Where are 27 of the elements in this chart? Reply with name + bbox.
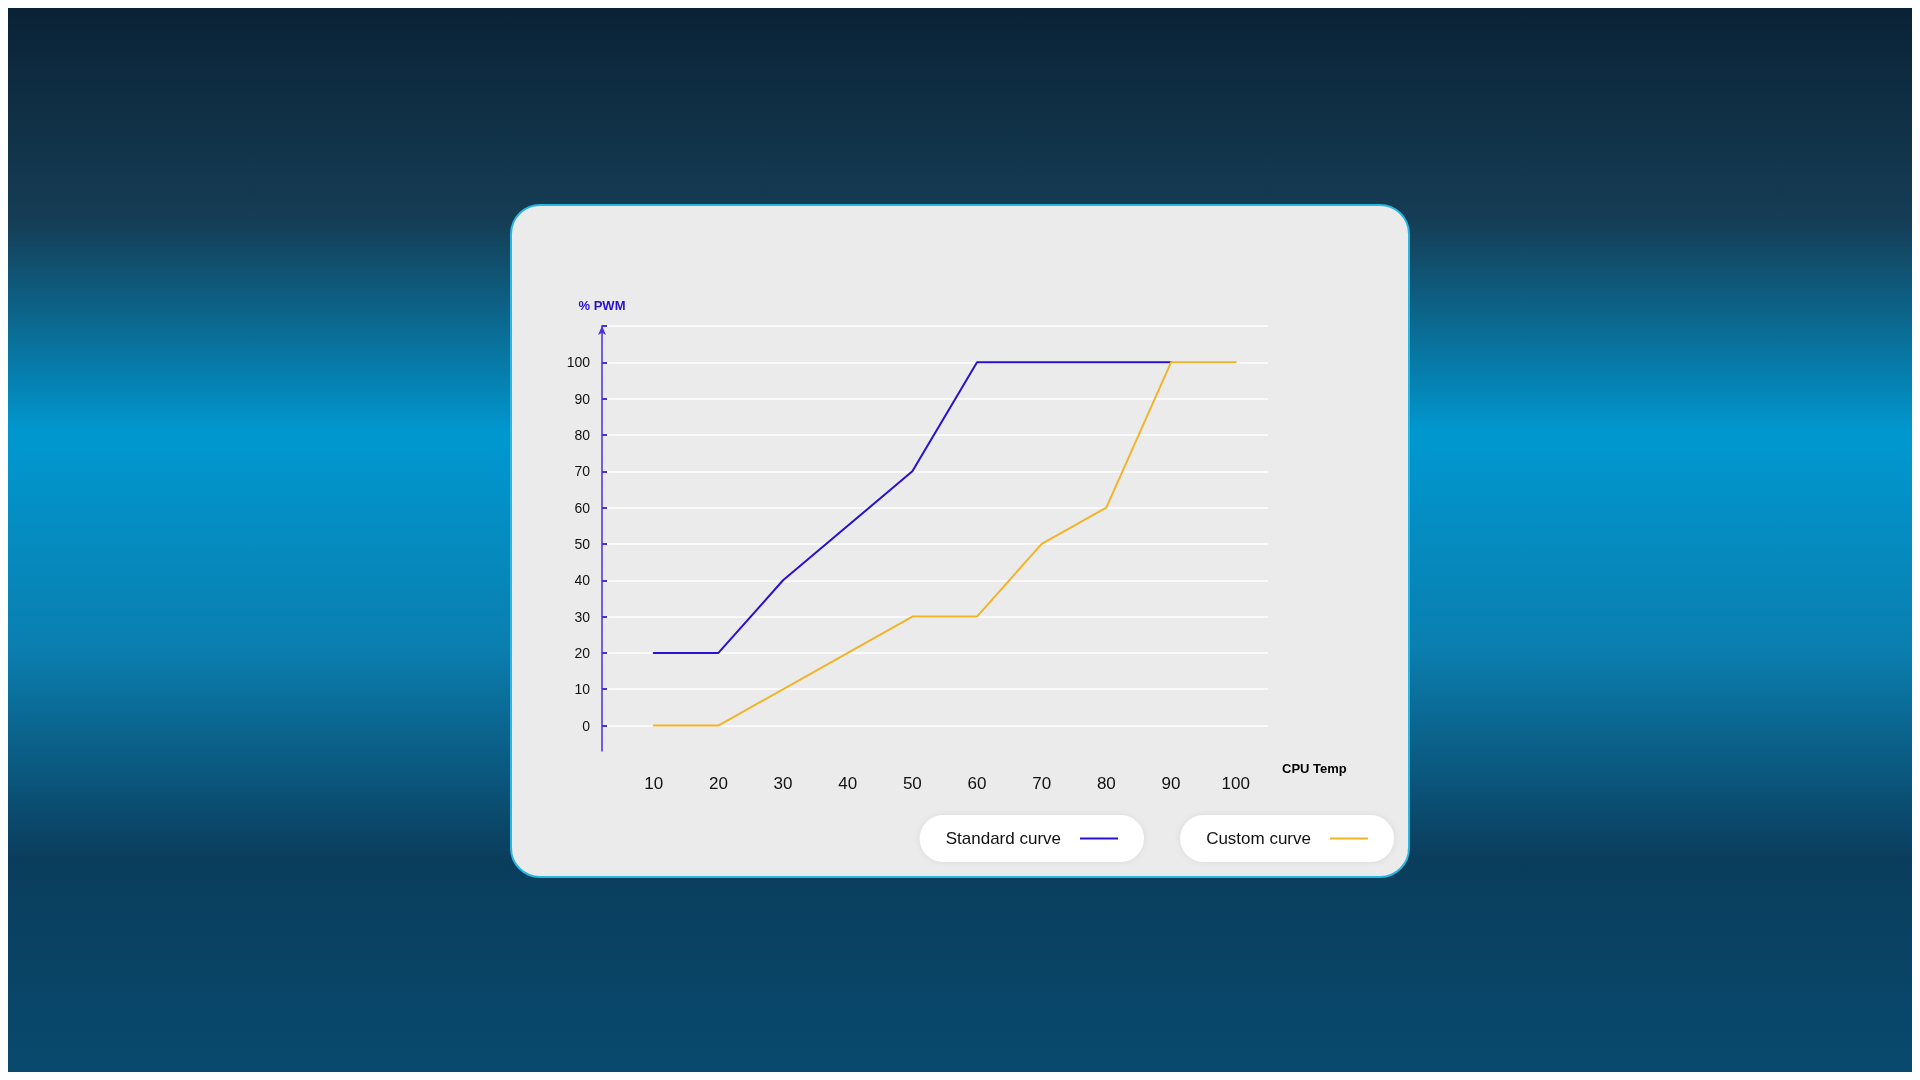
y-tick-label: 70	[574, 463, 591, 480]
y-tick-label: 10	[574, 681, 591, 698]
line-series	[652, 361, 1173, 654]
x-tick-label: 100	[1221, 774, 1250, 793]
y-tick-label: 0	[582, 717, 591, 734]
x-axis-title: CPU Temp	[1282, 760, 1347, 776]
y-tick-label: 90	[574, 390, 591, 407]
y-tick-label: 40	[574, 572, 591, 589]
legend-label: Standard curve	[945, 829, 1061, 848]
x-tick-label: 40	[838, 774, 858, 793]
line-series	[652, 361, 1237, 727]
x-tick-label: 20	[708, 774, 728, 793]
x-tick-label: 60	[967, 774, 987, 793]
legend-label: Custom curve	[1206, 829, 1311, 848]
y-axis-title: % PWM	[578, 298, 626, 313]
x-tick-label: 50	[902, 774, 922, 793]
y-tick-label: 100	[566, 354, 591, 371]
y-tick-label: 60	[574, 499, 591, 516]
x-tick-label: 90	[1161, 774, 1181, 793]
y-tick-label: 30	[574, 608, 591, 625]
x-tick-label: 70	[1032, 774, 1052, 793]
x-tick-label: 10	[644, 774, 664, 793]
x-tick-label: 80	[1096, 774, 1116, 793]
y-tick-label: 50	[574, 535, 591, 552]
y-tick-label: 80	[574, 426, 591, 443]
y-tick-label: 20	[574, 644, 591, 661]
x-tick-label: 30	[773, 774, 793, 793]
